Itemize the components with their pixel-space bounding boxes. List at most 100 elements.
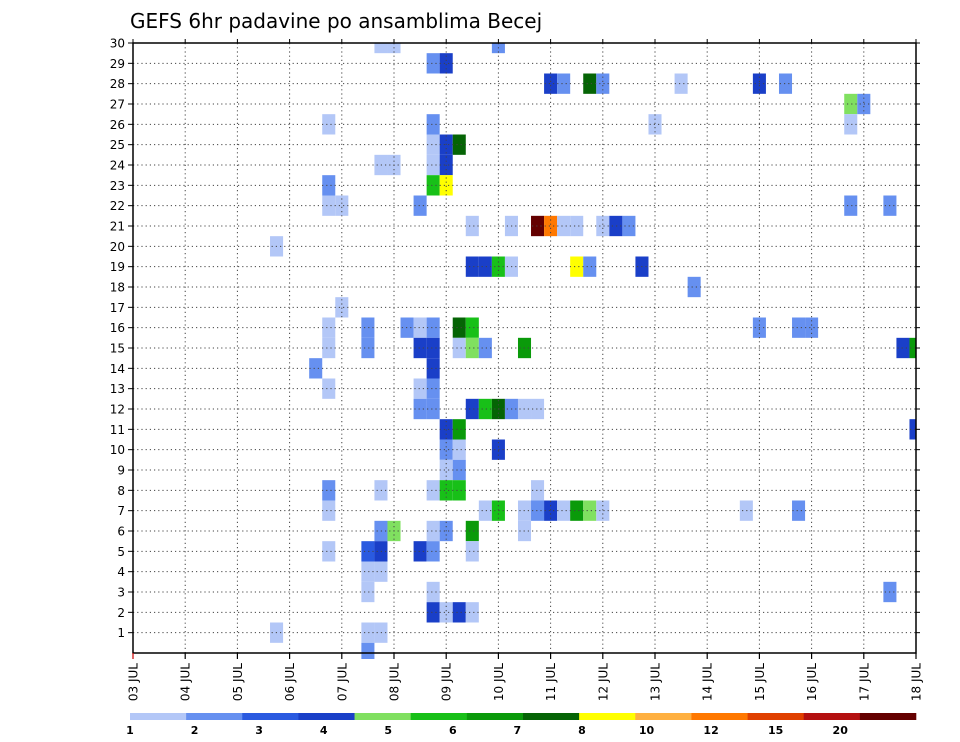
heatmap-cell bbox=[909, 337, 916, 359]
heatmap-cell bbox=[452, 317, 466, 338]
heatmap-cell bbox=[426, 602, 440, 623]
y-tick-label: 24 bbox=[110, 159, 125, 173]
heatmap-cell bbox=[452, 337, 466, 359]
grid-layer bbox=[133, 43, 916, 653]
y-tick-label: 11 bbox=[110, 423, 125, 437]
heatmap-cell bbox=[426, 378, 440, 399]
colorbar-swatch bbox=[523, 713, 580, 720]
y-tick-label: 25 bbox=[110, 138, 125, 152]
heatmap-cell bbox=[452, 134, 466, 155]
y-tick-label: 5 bbox=[117, 545, 125, 559]
heatmap-cell bbox=[413, 541, 427, 562]
x-tick-label: 07 JUL bbox=[335, 663, 349, 701]
x-tick-label: 09 JUL bbox=[440, 663, 454, 701]
colorbar-label: 1 bbox=[126, 724, 134, 737]
y-tick-label: 21 bbox=[110, 220, 125, 234]
heatmap-cell bbox=[465, 317, 479, 338]
heatmap-cell bbox=[452, 439, 466, 460]
y-tick-label: 4 bbox=[117, 565, 125, 579]
heatmap-cell bbox=[426, 53, 440, 74]
colorbar-swatch bbox=[242, 713, 299, 720]
heatmap-cell bbox=[361, 317, 375, 338]
heatmap-cell bbox=[452, 602, 466, 623]
x-tick-label: 04 JUL bbox=[179, 663, 193, 701]
colorbar-label: 2 bbox=[191, 724, 199, 737]
heatmap-cell bbox=[557, 215, 571, 237]
x-axis: 03 JUL 04 JUL 05 JUL 06 JUL 07 JUL 08 JUL 09 J… bbox=[127, 39, 924, 701]
heatmap-cell bbox=[478, 398, 492, 420]
x-tick-label: 12 JUL bbox=[596, 663, 610, 701]
heatmap-cell bbox=[478, 500, 492, 521]
heatmap-cell bbox=[544, 500, 558, 521]
colorbar-label: 3 bbox=[255, 724, 263, 737]
x-tick-label: 15 JUL bbox=[753, 663, 767, 701]
heatmap-cell bbox=[413, 398, 427, 420]
colorbar-label: 20 bbox=[833, 724, 849, 737]
heatmap-cell bbox=[426, 480, 440, 501]
heatmap-cell bbox=[778, 73, 793, 94]
y-tick-label: 3 bbox=[117, 586, 125, 600]
colorbar-swatch bbox=[859, 713, 917, 720]
heatmap-cell bbox=[609, 215, 623, 237]
y-tick-label: 12 bbox=[110, 403, 125, 417]
heatmap-cell bbox=[570, 215, 584, 237]
heatmap-cell bbox=[674, 73, 688, 94]
heatmap-cell bbox=[361, 581, 375, 603]
heatmap-cell bbox=[426, 541, 440, 562]
heatmap-cell bbox=[544, 215, 558, 237]
colorbar-swatch bbox=[579, 713, 636, 720]
heatmap-cell bbox=[531, 480, 545, 501]
heatmap-cell bbox=[322, 500, 336, 521]
heatmap-cell bbox=[439, 175, 453, 196]
colorbar-label: 12 bbox=[703, 724, 718, 737]
y-tick-label: 6 bbox=[117, 525, 125, 539]
heatmap-cell bbox=[361, 642, 375, 659]
heatmap-cell bbox=[322, 378, 336, 399]
heatmap-cell bbox=[844, 93, 858, 115]
heatmap-cell bbox=[322, 480, 336, 501]
heatmap-cell bbox=[570, 500, 584, 521]
heatmap-cell bbox=[570, 256, 584, 277]
heatmap-cell bbox=[792, 317, 806, 338]
x-tick-label: 18 JUL bbox=[910, 663, 924, 701]
x-tick-label: 11 JUL bbox=[544, 663, 558, 701]
heatmap-cell bbox=[322, 175, 336, 196]
heatmap-cell bbox=[413, 195, 427, 216]
y-tick-label: 2 bbox=[117, 606, 125, 620]
heatmap-cell bbox=[583, 500, 597, 521]
colorbar-swatch bbox=[354, 713, 412, 720]
heatmap-cell bbox=[426, 581, 440, 603]
y-tick-label: 27 bbox=[110, 98, 125, 112]
heatmap-cell bbox=[478, 337, 492, 359]
heatmap-cell bbox=[465, 398, 479, 420]
colorbar-swatch bbox=[803, 713, 861, 720]
heatmap-cell bbox=[426, 398, 440, 420]
y-tick-label: 26 bbox=[110, 118, 125, 132]
colorbar-swatch bbox=[635, 713, 692, 720]
heatmap-cell bbox=[426, 358, 440, 379]
heatmap-cell bbox=[335, 195, 349, 216]
colorbar-label: 5 bbox=[384, 724, 392, 737]
heatmap-cell bbox=[439, 439, 453, 460]
heatmap-cell bbox=[413, 317, 427, 338]
heatmap-cell bbox=[465, 541, 479, 562]
heatmap-cell bbox=[583, 256, 597, 277]
heatmap-cell bbox=[465, 215, 479, 237]
heatmap-cell bbox=[439, 480, 453, 501]
heatmap-cell bbox=[844, 114, 858, 135]
heatmap-cell bbox=[557, 500, 571, 521]
colorbar-swatch bbox=[466, 713, 524, 720]
y-axis: 1234567891011121314151617181920212223242… bbox=[110, 37, 920, 640]
heatmap-cell bbox=[478, 256, 492, 277]
y-tick-label: 19 bbox=[110, 260, 125, 274]
heatmap-cell bbox=[322, 195, 336, 216]
heatmap-cell bbox=[531, 215, 545, 237]
heatmap-cell bbox=[361, 561, 375, 582]
heatmap-cell bbox=[426, 175, 440, 196]
colorbar-label: 4 bbox=[320, 724, 328, 737]
x-tick-label: 03 JUL bbox=[127, 663, 141, 701]
heatmap-cell bbox=[426, 154, 440, 176]
heatmap-cell bbox=[361, 337, 375, 359]
heatmap-cell bbox=[452, 419, 466, 440]
